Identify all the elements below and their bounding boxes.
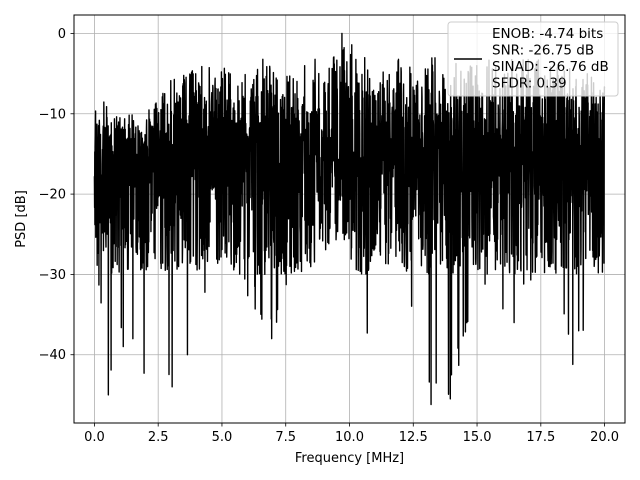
x-tick-label: 7.5 <box>275 430 296 445</box>
x-tick-label: 10.0 <box>335 430 364 445</box>
y-tick-label: −40 <box>39 348 66 363</box>
legend-enob: ENOB: -4.74 bits <box>492 26 603 42</box>
y-axis-label: PSD [dB] <box>14 190 29 248</box>
x-tick-label: 17.5 <box>526 430 555 445</box>
x-tick-label: 2.5 <box>148 430 169 445</box>
psd-line <box>93 32 606 406</box>
x-tick-label: 5.0 <box>212 430 233 445</box>
psd-series <box>93 32 606 406</box>
legend: ENOB: -4.74 bits SNR: -26.75 dB SINAD: -… <box>447 21 619 97</box>
x-tick-label: 0.0 <box>84 430 105 445</box>
y-axis-ticks: 0 −10 −20 −30 −40 <box>39 27 74 363</box>
legend-box <box>447 21 619 97</box>
x-axis-ticks: 0.0 2.5 5.0 7.5 10.0 12.5 15.0 17.5 20.0 <box>84 423 619 445</box>
x-tick-label: 20.0 <box>590 430 619 445</box>
y-tick-label: −10 <box>39 107 66 122</box>
y-tick-label: −30 <box>39 268 66 283</box>
legend-sfdr: SFDR: 0.39 <box>492 76 567 92</box>
x-tick-label: 12.5 <box>399 430 428 445</box>
x-axis-label: Frequency [MHz] <box>295 451 404 466</box>
y-tick-label: 0 <box>58 27 66 42</box>
y-tick-label: −20 <box>39 188 66 203</box>
x-tick-label: 15.0 <box>463 430 492 445</box>
legend-sinad: SINAD: -26.76 dB <box>492 59 609 75</box>
legend-snr: SNR: -26.75 dB <box>492 43 594 59</box>
